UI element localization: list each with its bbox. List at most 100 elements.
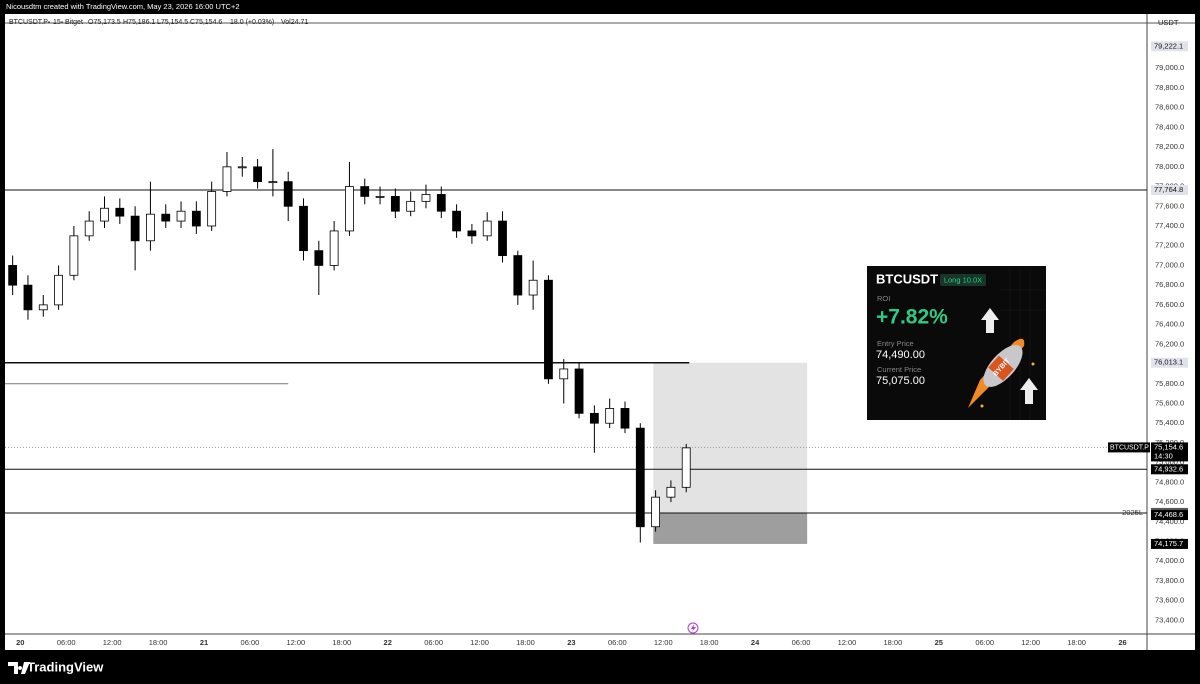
y-tick-label: 78,000.0: [1155, 162, 1184, 171]
price-label: 79,222.1: [1154, 41, 1183, 50]
candle-body: [237, 166, 247, 169]
x-tick-label: 26: [1118, 638, 1126, 647]
rocket-band: [988, 355, 1014, 381]
x-tick-label: 18:00: [1067, 638, 1086, 647]
tv-logo: [8, 662, 30, 674]
candle-body: [574, 368, 584, 414]
candle-body: [589, 412, 599, 424]
candle-body: [360, 186, 370, 197]
event-icon: [687, 622, 699, 634]
x-tick-label: 21: [200, 638, 208, 647]
current-label: Current Price: [877, 365, 921, 374]
x-tick-label: 12:00: [470, 638, 489, 647]
y-tick-label: 76,600.0: [1155, 300, 1184, 309]
caption: Nicousdtm created with TradingView.com, …: [6, 2, 240, 11]
price-label: 74,932.6: [1154, 464, 1183, 473]
candle-body: [559, 368, 569, 380]
entry-label: Entry Price: [877, 339, 914, 348]
candle-body: [38, 304, 48, 311]
x-tick-label: 06:00: [57, 638, 76, 647]
profit-zone: [653, 362, 808, 513]
candle-body: [222, 166, 232, 192]
event-bolt: [691, 624, 696, 632]
y-tick-label: 77,200.0: [1155, 241, 1184, 250]
price-label: 77,764.8: [1154, 185, 1183, 194]
axis-unit: USDT: [1158, 18, 1179, 27]
y-tick-label: 75,600.0: [1155, 398, 1184, 407]
line-label: 2025L: [1122, 508, 1143, 517]
y-tick-label: 75,000.0: [1155, 458, 1184, 467]
candle-body: [253, 166, 262, 183]
y-tick-label: 78,200.0: [1155, 142, 1184, 151]
candle-body: [314, 250, 324, 266]
candle-body: [681, 447, 691, 488]
current-price-bg: [1151, 442, 1188, 462]
y-tick-label: 73,800.0: [1155, 576, 1184, 585]
x-tick-label: 20: [16, 638, 24, 647]
candle-body: [130, 215, 140, 242]
axes: 73,400.073,600.073,800.074,000.074,200.0…: [16, 41, 1188, 647]
candle-body: [406, 200, 416, 212]
current-price: 75,154.6: [1154, 442, 1183, 451]
x-tick-label: 18:00: [516, 638, 535, 647]
y-tick-label: 77,000.0: [1155, 260, 1184, 269]
x-tick-label: 23: [567, 638, 575, 647]
separator: [61, 21, 63, 23]
price-label-bg: [1151, 185, 1188, 196]
y-tick-label: 78,800.0: [1155, 83, 1184, 92]
candle-body: [635, 427, 645, 528]
candle-body: [421, 194, 431, 202]
y-tick-label: 76,800.0: [1155, 280, 1184, 289]
entry: 74,490.00: [876, 349, 925, 361]
y-tick-label: 77,400.0: [1155, 221, 1184, 230]
y-tick-label: 74,400.0: [1155, 517, 1184, 526]
interval: 15: [53, 19, 61, 26]
close: C75,154.6: [190, 19, 222, 26]
change: 18.0 (+0.03%): [230, 19, 274, 26]
candle-body: [54, 274, 63, 306]
candle-body: [69, 235, 79, 276]
price-label-bg: [1151, 357, 1188, 368]
price-label: 74,468.6: [1154, 510, 1183, 519]
candle-body: [8, 265, 18, 286]
open: O75,173.5: [88, 19, 121, 26]
y-tick-label: 74,600.0: [1155, 497, 1184, 506]
x-tick-label: 06:00: [241, 638, 260, 647]
y-tick-label: 75,800.0: [1155, 379, 1184, 388]
x-tick-label: 12:00: [1021, 638, 1040, 647]
x-tick-label: 06:00: [792, 638, 811, 647]
y-tick-label: 76,400.0: [1155, 320, 1184, 329]
candle-body: [23, 284, 33, 311]
candle-body: [513, 255, 523, 296]
y-tick-label: 78,400.0: [1155, 122, 1184, 131]
candle-body: [375, 196, 385, 198]
price-label-bg: [1151, 464, 1188, 475]
y-tick-label: 76,200.0: [1155, 339, 1184, 348]
x-tick-label: 18:00: [332, 638, 351, 647]
candle-body: [100, 207, 109, 222]
candle-body: [268, 181, 278, 184]
roi: +7.82%: [876, 306, 948, 329]
price-label-bg: [1151, 538, 1188, 549]
price-label-bg: [1151, 41, 1188, 52]
x-tick-label: 06:00: [608, 638, 627, 647]
footer-brand: TradingView: [27, 659, 104, 674]
candle-body: [482, 220, 492, 237]
symbol: BTCUSDT.P: [9, 19, 48, 26]
price-label: 74,175.7: [1154, 539, 1183, 548]
y-tick-label: 75,400.0: [1155, 418, 1184, 427]
low: L75,154.5: [157, 19, 188, 26]
spark: [1031, 362, 1035, 366]
x-tick-label: 24: [751, 638, 760, 647]
roi-label: ROI: [877, 294, 890, 303]
y-tick-label: 78,600.0: [1155, 103, 1184, 112]
candle-body: [115, 207, 125, 217]
price-label: 76,013.1: [1154, 358, 1183, 367]
arrow-up: [1020, 378, 1038, 404]
loss-zone: [653, 512, 808, 544]
y-tick-label: 77,600.0: [1155, 201, 1184, 210]
x-tick-label: 25: [935, 638, 943, 647]
x-tick-label: 06:00: [424, 638, 443, 647]
candle-body: [345, 186, 354, 232]
